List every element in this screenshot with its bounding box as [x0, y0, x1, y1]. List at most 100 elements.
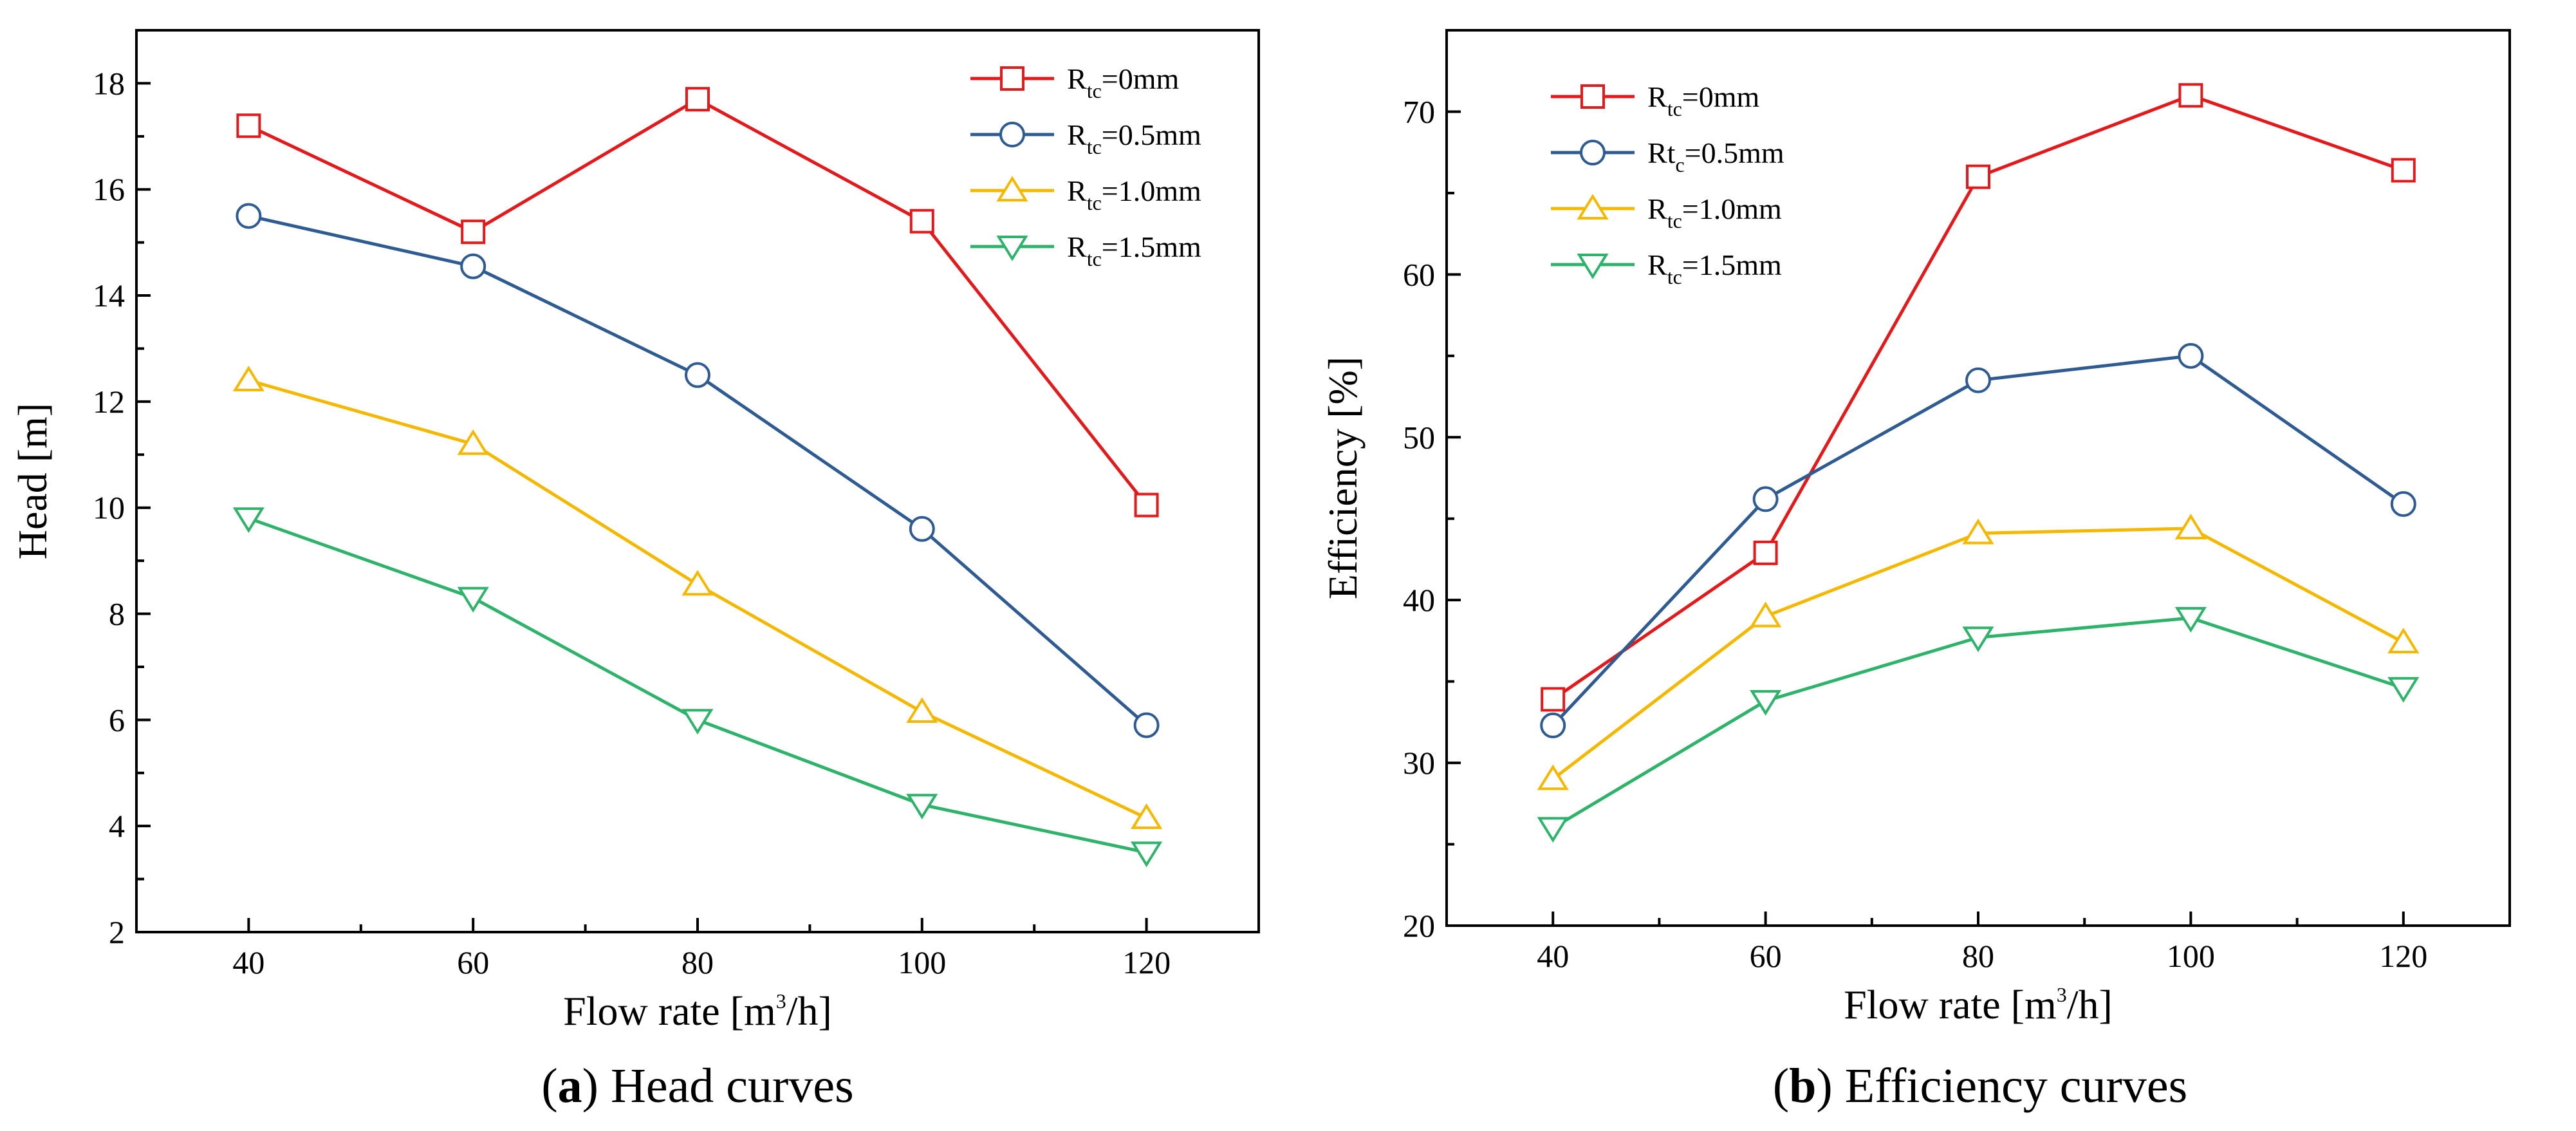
- y-tick-label: 60: [1403, 256, 1435, 292]
- y-tick-label: 10: [93, 490, 125, 526]
- legend-marker: [1580, 140, 1606, 165]
- x-tick-label: 100: [898, 944, 946, 980]
- caption-paren-open: (: [541, 1059, 557, 1113]
- caption-paren-open: (: [1773, 1059, 1789, 1113]
- panel-caption: (b) Efficiency curves: [1773, 1059, 2187, 1113]
- legend-marker: [996, 176, 1028, 201]
- y-tick-label: 30: [1403, 745, 1435, 781]
- legend-label-subscript: tc: [1087, 247, 1102, 270]
- legend-label-main: R: [1067, 118, 1087, 151]
- data-point: [1966, 164, 1990, 189]
- data-point: [2387, 628, 2420, 653]
- series-line: [248, 379, 1147, 820]
- x-axis-title-superscript: 3: [776, 989, 786, 1013]
- data-point: [1750, 601, 1782, 628]
- y-tick-label: 40: [1403, 582, 1435, 618]
- y-tick-label: 50: [1403, 419, 1435, 455]
- data-point: [681, 570, 714, 596]
- y-tick-label: 8: [109, 596, 125, 632]
- legend-marker: [996, 236, 1028, 261]
- x-tick-label: 80: [681, 944, 714, 980]
- x-tick-label: 80: [1962, 938, 1994, 974]
- plot-frame: [135, 29, 1260, 933]
- caption-text: ) Efficiency curves: [1816, 1059, 2187, 1113]
- data-point: [2174, 514, 2207, 539]
- x-axis-title: Flow rate [m3/h]: [1844, 982, 2113, 1027]
- data-point: [457, 586, 489, 613]
- y-axis-title: Efficiency [%]: [1320, 357, 1366, 599]
- data-point: [1537, 764, 1569, 790]
- data-point: [2390, 491, 2416, 517]
- y-tick-label: 2: [109, 914, 125, 950]
- legend-label-rest: =1.0mm: [1682, 192, 1782, 225]
- legend-label-main: R: [1067, 174, 1087, 207]
- caption-letter: a: [558, 1059, 582, 1113]
- data-point: [236, 203, 262, 229]
- data-point: [1131, 803, 1163, 829]
- head-chart-panel: 40 60 80 100 120 2 4 6 8 10 12 14 16 18 Flow rate [m3/…: [10, 29, 1260, 1113]
- legend-label-main: R: [1067, 62, 1087, 95]
- legend-label-rest: =1.5mm: [1102, 230, 1201, 263]
- y-tick-label: 6: [109, 702, 125, 738]
- legend-label: Rtc=0mm: [1067, 62, 1180, 102]
- y-axis-title: Head [m]: [10, 403, 55, 559]
- legend-label-rest: =1.0mm: [1102, 174, 1201, 207]
- legend-label: Rtc=0.5mm: [1067, 118, 1201, 158]
- legend-label-subscript: tc: [1667, 209, 1682, 232]
- y-tick-label: 14: [93, 277, 125, 313]
- data-point: [236, 113, 261, 138]
- x-axis-title: Flow rate [m3/h]: [563, 988, 832, 1034]
- x-tick-label: 60: [1750, 938, 1782, 974]
- efficiency-chart-panel: 40 60 80 100 120 20 30 40 50 60 70 Flow rate [m3/h]…: [1320, 29, 2511, 1113]
- y-tick-label: 20: [1403, 908, 1435, 944]
- data-point: [232, 507, 264, 533]
- legend-marker: [1577, 254, 1609, 279]
- legend-label-main: Rt: [1647, 136, 1676, 169]
- data-point: [1133, 712, 1160, 738]
- legend-label-rest: =1.5mm: [1682, 248, 1782, 281]
- legend-label: Rtc=0mm: [1647, 80, 1760, 120]
- legend-label-main: R: [1647, 248, 1667, 281]
- caption-text: ) Head curves: [582, 1059, 854, 1113]
- x-tick-label: 120: [2379, 938, 2427, 974]
- data-point: [906, 697, 938, 723]
- legend-label: Rtc=1.0mm: [1067, 174, 1201, 214]
- data-point: [1753, 540, 1778, 565]
- legend-label-subscript: tc: [1667, 97, 1682, 120]
- caption-letter: b: [1789, 1059, 1816, 1113]
- x-tick-label: 40: [1537, 938, 1569, 974]
- data-point: [906, 794, 938, 820]
- data-point: [1541, 687, 1566, 712]
- legend-marker: [999, 122, 1025, 147]
- legend-label-subscript: c: [1675, 153, 1684, 176]
- data-point: [1752, 486, 1779, 512]
- data-point: [685, 87, 710, 112]
- x-tick-label: 40: [232, 944, 264, 980]
- x-axis-title-rest: /h]: [786, 988, 832, 1034]
- legend-label: Rtc=1.0mm: [1647, 192, 1782, 232]
- x-axis-title-main: Flow rate [m: [1844, 982, 2057, 1027]
- legend-label-subscript: tc: [1087, 79, 1102, 102]
- data-point: [2178, 83, 2203, 108]
- data-point: [1131, 841, 1163, 868]
- data-point: [2391, 158, 2416, 183]
- y-tick-label: 70: [1403, 93, 1435, 129]
- data-point: [909, 209, 934, 234]
- series-line: [248, 97, 1148, 507]
- data-point: [457, 429, 489, 455]
- data-point: [460, 253, 486, 279]
- legend-label-main: R: [1647, 80, 1667, 113]
- data-point: [681, 709, 714, 735]
- data-point: [685, 362, 710, 388]
- y-tick-label: 16: [93, 171, 125, 207]
- x-tick-label: 120: [1122, 944, 1171, 980]
- series-line: [248, 516, 1147, 854]
- legend-label-main: R: [1067, 230, 1087, 263]
- legend-label-subscript: tc: [1667, 265, 1682, 288]
- data-point: [232, 366, 264, 391]
- legend-label-rest: =0mm: [1102, 62, 1180, 95]
- data-point: [1537, 817, 1569, 843]
- data-point: [1962, 518, 1994, 545]
- legend-marker: [1580, 84, 1605, 109]
- legend-label-main: R: [1647, 192, 1667, 225]
